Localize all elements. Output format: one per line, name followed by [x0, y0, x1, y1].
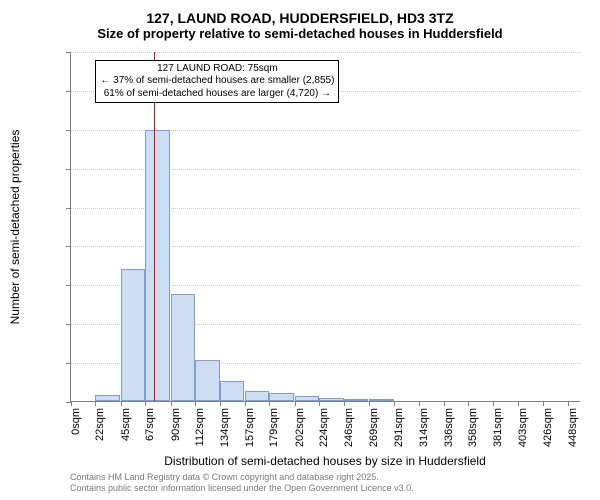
- page-title: 127, LAUND ROAD, HUDDERSFIELD, HD3 3TZ: [0, 0, 600, 26]
- histogram-bar: [220, 381, 244, 401]
- xtick-mark: [195, 401, 196, 406]
- xtick-mark: [171, 401, 172, 406]
- ytick-mark: [66, 91, 71, 92]
- ytick-mark: [66, 130, 71, 131]
- page-root: 127, LAUND ROAD, HUDDERSFIELD, HD3 3TZ S…: [0, 0, 600, 500]
- histogram-bar: [369, 399, 393, 401]
- annotation-line-2: ← 37% of semi-detached houses are smalle…: [100, 75, 334, 88]
- xtick-mark: [95, 401, 96, 406]
- footnote-line-1: Contains HM Land Registry data © Crown c…: [70, 472, 414, 483]
- ytick-mark: [66, 285, 71, 286]
- xtick-mark: [369, 401, 370, 406]
- footnote: Contains HM Land Registry data © Crown c…: [70, 472, 414, 495]
- ytick-mark: [66, 402, 71, 403]
- xtick-mark: [493, 401, 494, 406]
- xtick-mark: [295, 401, 296, 406]
- xtick-mark: [71, 401, 72, 406]
- xtick-label: 336sqm: [443, 408, 455, 447]
- footnote-line-2: Contains public sector information licen…: [70, 483, 414, 494]
- ytick-mark: [66, 324, 71, 325]
- xtick-label: 426sqm: [542, 408, 554, 447]
- xtick-label: 269sqm: [368, 408, 380, 447]
- ytick-mark: [66, 208, 71, 209]
- ytick-mark: [66, 246, 71, 247]
- annotation-line-1: 127 LAUND ROAD: 75sqm: [100, 63, 334, 76]
- histogram-bar: [245, 391, 269, 401]
- xtick-label: 22sqm: [94, 408, 106, 441]
- histogram-chart: Number of semi-detached properties 127 L…: [70, 52, 580, 402]
- y-axis-label: Number of semi-detached properties: [8, 130, 22, 325]
- ytick-mark: [66, 169, 71, 170]
- xtick-mark: [145, 401, 146, 406]
- xtick-label: 403sqm: [517, 408, 529, 447]
- marker-line: [154, 52, 155, 401]
- xtick-mark: [394, 401, 395, 406]
- xtick-mark: [245, 401, 246, 406]
- histogram-bar: [195, 360, 219, 401]
- xtick-label: 0sqm: [70, 408, 82, 435]
- xtick-label: 224sqm: [318, 408, 330, 447]
- xtick-label: 90sqm: [170, 408, 182, 441]
- xtick-label: 157sqm: [244, 408, 256, 447]
- xtick-mark: [543, 401, 544, 406]
- xtick-mark: [319, 401, 320, 406]
- xtick-mark: [518, 401, 519, 406]
- histogram-bar: [269, 393, 293, 401]
- page-subtitle: Size of property relative to semi-detach…: [0, 26, 600, 45]
- histogram-bar: [145, 130, 169, 401]
- xtick-mark: [220, 401, 221, 406]
- xtick-label: 314sqm: [418, 408, 430, 447]
- xtick-label: 202sqm: [294, 408, 306, 447]
- ytick-mark: [66, 363, 71, 364]
- annotation-line-3: 61% of semi-detached houses are larger (…: [100, 88, 334, 101]
- bars-container: [71, 52, 580, 401]
- ytick-mark: [66, 52, 71, 53]
- xtick-mark: [419, 401, 420, 406]
- xtick-label: 246sqm: [343, 408, 355, 447]
- plot-area: 127 LAUND ROAD: 75sqm ← 37% of semi-deta…: [70, 52, 580, 402]
- x-axis-label: Distribution of semi-detached houses by …: [70, 454, 580, 468]
- xtick-mark: [444, 401, 445, 406]
- xtick-label: 112sqm: [194, 408, 206, 446]
- histogram-bar: [95, 395, 119, 401]
- xtick-mark: [269, 401, 270, 406]
- histogram-bar: [121, 269, 145, 401]
- xtick-label: 134sqm: [219, 408, 231, 447]
- histogram-bar: [171, 294, 195, 401]
- xtick-mark: [468, 401, 469, 406]
- xtick-label: 358sqm: [467, 408, 479, 447]
- xtick-label: 45sqm: [120, 408, 132, 441]
- histogram-bar: [319, 398, 343, 401]
- histogram-bar: [344, 399, 368, 401]
- histogram-bar: [295, 396, 319, 401]
- xtick-label: 448sqm: [567, 408, 579, 447]
- xtick-label: 291sqm: [393, 408, 405, 447]
- xtick-label: 381sqm: [492, 408, 504, 447]
- xtick-mark: [568, 401, 569, 406]
- xtick-mark: [344, 401, 345, 406]
- xtick-mark: [121, 401, 122, 406]
- xtick-label: 67sqm: [144, 408, 156, 441]
- xtick-label: 179sqm: [268, 408, 280, 447]
- annotation-box: 127 LAUND ROAD: 75sqm ← 37% of semi-deta…: [95, 60, 339, 104]
